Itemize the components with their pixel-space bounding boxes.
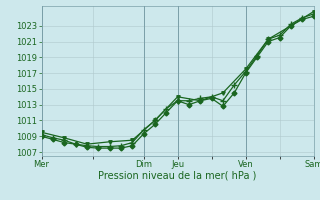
X-axis label: Pression niveau de la mer( hPa ): Pression niveau de la mer( hPa ) [99,171,257,181]
